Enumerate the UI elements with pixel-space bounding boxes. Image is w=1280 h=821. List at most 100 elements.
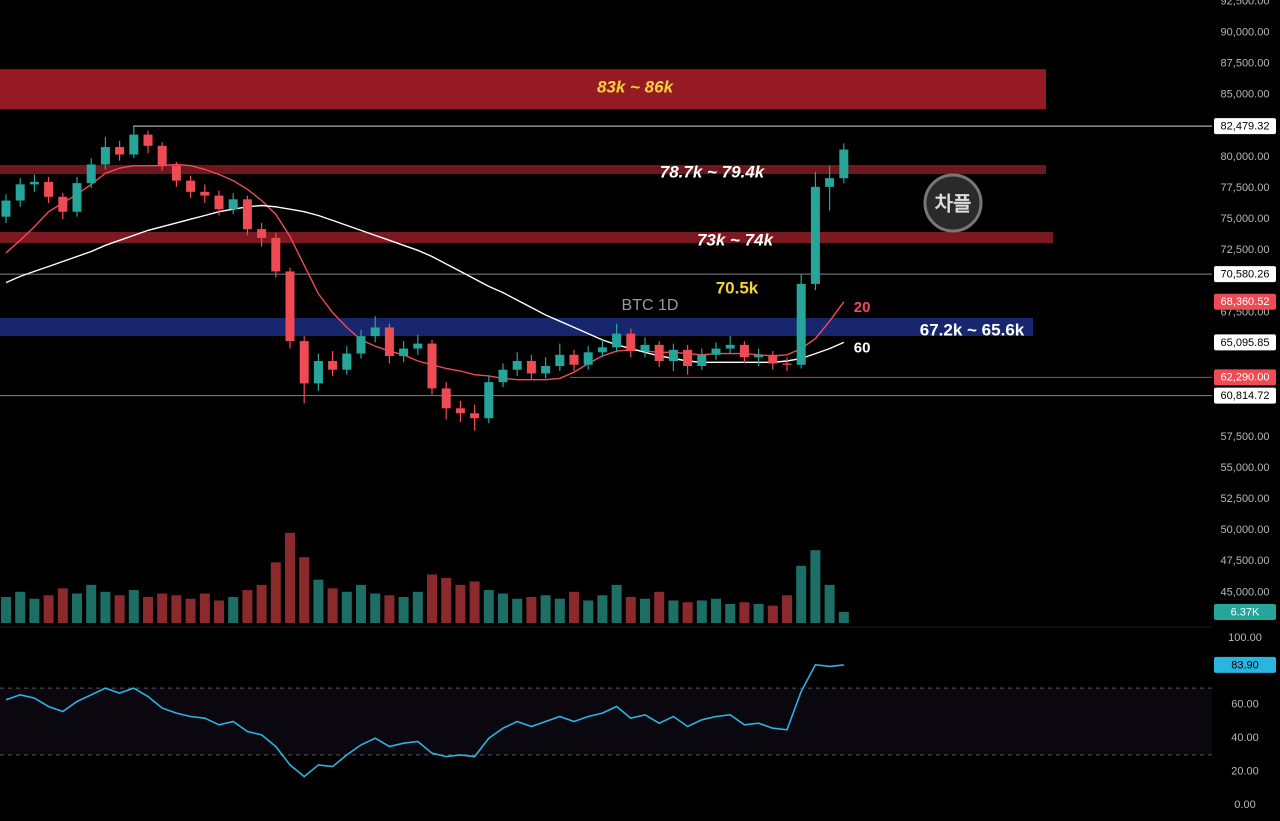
y-tick-label: 47,500.00 [1221,555,1270,567]
volume-bar [29,598,40,623]
volume-bar [469,581,480,623]
candle-body [512,361,522,370]
candle-body [739,344,749,358]
volume-bar [143,597,153,623]
volume-bar [57,588,68,623]
candle-body [299,341,309,384]
volume-bar [441,577,452,623]
candle-body [29,181,39,185]
volume-bar [356,584,366,623]
candle-body [626,333,636,352]
y-tick-label: 0.00 [1234,799,1255,811]
zone-label: 78.7k ~ 79.4k [660,162,766,181]
volume-bar [199,593,210,623]
candle-body [555,354,565,366]
candle-body [171,165,181,181]
ma-name: 60 [854,339,871,356]
volume-bar [569,591,579,623]
volume-bar [455,584,466,623]
candle-body [711,348,721,355]
axis-label: 70,580.26 [1221,269,1270,281]
candle-body [526,361,536,374]
volume-bar [327,588,338,623]
volume-bar [285,532,295,623]
volume-bar [114,595,125,623]
candle-body [569,354,579,365]
candle-body [356,336,366,354]
volume-bar [242,590,253,623]
volume-bar [341,591,352,623]
zone-label: 67.2k ~ 65.6k [920,320,1025,339]
candle-body [399,348,409,357]
zone [0,164,1046,175]
candle-body [654,344,664,362]
y-tick-label: 90,000.00 [1221,26,1270,38]
y-tick-label: 72,500.00 [1221,244,1270,256]
candle-body [143,134,153,146]
candle-body [612,333,622,348]
volume-bar [668,600,679,623]
zone [0,232,1053,243]
volume-bar [640,598,650,623]
candle-body [768,354,778,364]
axis-label: 83.90 [1231,659,1259,671]
volume-bar [498,593,508,623]
volume-bar [398,597,409,623]
volume-bar [214,600,224,623]
axis-label-box [1214,387,1276,404]
volume-bar [554,598,565,623]
y-tick-label: 20.00 [1231,765,1259,777]
volume-bar [796,565,807,623]
ma-name: 20 [854,299,871,316]
volume-bar [512,598,523,623]
volume-bar [384,595,395,623]
candle-body [697,354,707,366]
candle-body [754,354,764,358]
volume-bar [100,591,111,623]
candle-body [242,199,252,230]
candle-body [810,186,820,284]
candle-body [370,327,380,337]
candle-body [58,196,68,212]
volume-bar [313,579,324,623]
candle-body [228,199,238,210]
y-tick-label: 40.00 [1231,732,1259,744]
candle-body [725,344,735,349]
y-tick-label: 50,000.00 [1221,524,1270,536]
candle-body [782,363,792,365]
candle-body [484,382,494,419]
volume-bar [625,597,636,623]
volume-bar [540,595,551,623]
candle-body [115,147,125,155]
candle-body [285,271,295,342]
volume-bar [782,595,792,623]
volume-bar [72,593,82,623]
candle-body [100,147,110,165]
candle-body [683,349,693,366]
y-tick-label: 55,000.00 [1221,462,1270,474]
volume-bar [483,590,494,623]
candle-body [498,369,508,383]
candle-body [427,343,437,389]
y-tick-label: 57,500.00 [1221,431,1270,443]
candle-body [441,388,451,409]
ma-line [5,163,845,381]
watermark-text: 차플 [935,192,972,215]
watermark: 차플 [923,173,983,233]
volume-bar [682,602,693,623]
y-tick-label: 85,000.00 [1221,89,1270,101]
axis-label: 60,814.72 [1221,390,1270,402]
y-tick-label: 52,500.00 [1221,493,1270,505]
volume-bar [711,598,721,623]
volume-bar [270,562,281,623]
volume-bar [654,591,665,623]
volume-bar [86,584,97,623]
volume-bar [767,605,778,623]
candle-body [129,134,139,155]
candle-body [1,200,11,217]
volume-bar [810,550,821,623]
volume-bar [583,600,594,623]
